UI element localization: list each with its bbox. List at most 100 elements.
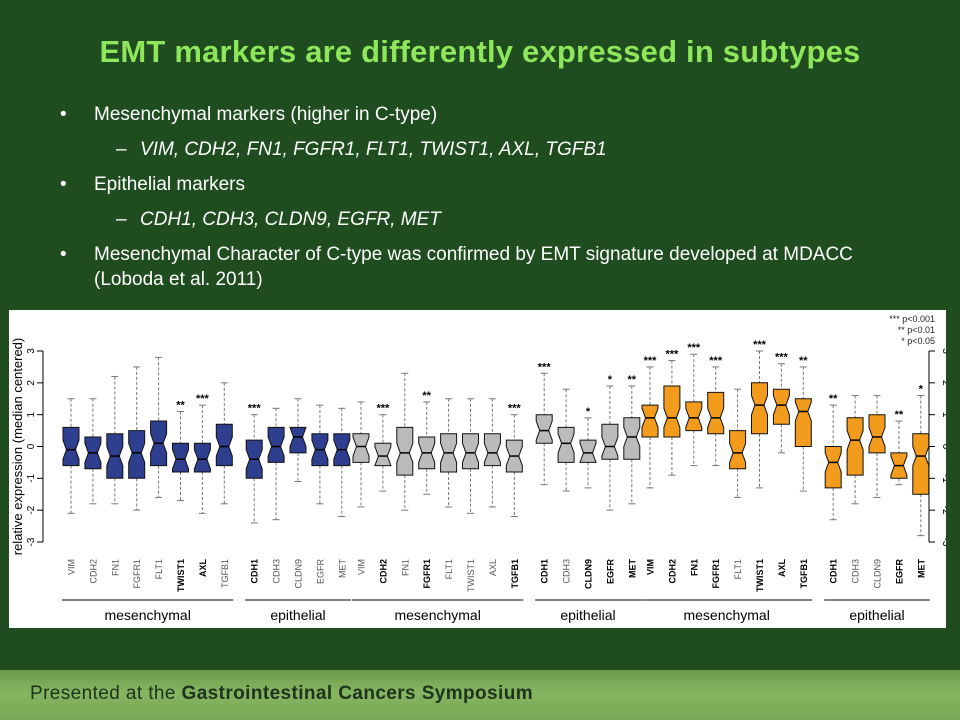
significance-marker: *** <box>196 393 210 405</box>
significance-marker: *** <box>376 403 390 415</box>
significance-marker: ** <box>829 393 838 405</box>
box-axl <box>193 442 211 473</box>
group-label-epithelial: epithelial <box>270 607 325 623</box>
group-label-epithelial: epithelial <box>560 607 615 623</box>
legend-entry: *** p<0.001 <box>889 314 935 324</box>
significance-marker: ** <box>799 355 808 367</box>
bullet-epithelial: • Epithelial markers <box>58 172 918 197</box>
box-cdh2 <box>374 442 392 467</box>
significance-marker: * <box>608 374 613 386</box>
gene-label: TWIST1 <box>466 559 476 592</box>
box-fgfr1 <box>707 391 725 435</box>
box-twist1 <box>172 442 189 473</box>
box-flt1 <box>729 430 747 470</box>
gene-label: EGFR <box>605 559 615 585</box>
footer-banner: Presented at the Gastrointestinal Cancer… <box>0 670 960 720</box>
y-tick-label-right: -1 <box>940 474 946 483</box>
significance-marker: ** <box>895 409 904 421</box>
gene-label: FGFR1 <box>711 559 721 589</box>
boxplot-svg: relative expression (median centered) -3-… <box>10 314 946 623</box>
sub-bullet-dash: – <box>116 209 127 230</box>
gene-label: MET <box>916 559 926 579</box>
box-fn1 <box>396 426 414 476</box>
box-met <box>912 433 930 495</box>
box-cdh3 <box>846 417 864 476</box>
significance-marker: *** <box>775 352 789 364</box>
significance-marker: *** <box>709 355 723 367</box>
sub-bullet-mesenchymal-genes: – VIM, CDH2, FN1, FGFR1, FLT1, TWIST1, A… <box>58 137 918 162</box>
significance-marker: *** <box>665 349 679 361</box>
y-tick-label-left: 2 <box>26 380 37 386</box>
bullet-dot: • <box>60 244 67 265</box>
y-tick-label-right: -3 <box>940 538 946 547</box>
gene-label: TGFB1 <box>220 559 230 588</box>
box-tgfb1 <box>215 423 233 467</box>
gene-label: CDH3 <box>562 559 572 584</box>
box-cdh3 <box>557 426 575 463</box>
y-tick-label-left: -2 <box>26 505 37 514</box>
gene-label: CDH1 <box>250 559 260 584</box>
gene-label: TGFB1 <box>799 559 809 589</box>
bullet-text: Mesenchymal Character of C-type was conf… <box>94 244 853 290</box>
sub-bullet-text: CDH1, CDH3, CLDN9, EGFR, MET <box>140 209 441 230</box>
gene-label: MET <box>337 559 347 579</box>
gene-label: EGFR <box>894 559 904 585</box>
gene-label: CDH1 <box>829 559 839 584</box>
gene-label: FN1 <box>110 559 120 576</box>
box-twist1 <box>462 433 479 470</box>
box-cldn9 <box>868 414 886 454</box>
gene-label: CDH3 <box>851 559 861 584</box>
y-tick-label-right: -2 <box>940 506 946 515</box>
box-vim <box>352 433 370 463</box>
gene-label: TGFB1 <box>510 559 520 589</box>
bullet-dot: • <box>60 104 67 125</box>
gene-label: FN1 <box>689 559 699 576</box>
box-vim <box>62 426 80 467</box>
footer-prefix: Presented at the <box>30 683 182 704</box>
box-fgfr1 <box>128 430 146 479</box>
bullet-dot: • <box>60 174 67 195</box>
gene-label: AXL <box>198 558 208 577</box>
group-label-mesenchymal: mesenchymal <box>683 607 769 623</box>
box-fn1 <box>685 401 703 432</box>
y-tick-label-left: -1 <box>26 473 37 482</box>
box-tgfb1 <box>794 398 812 447</box>
box-cdh1 <box>824 446 842 489</box>
y-tick-label-left: -3 <box>26 537 37 546</box>
group-label-mesenchymal: mesenchymal <box>394 607 480 623</box>
gene-label: CLDN9 <box>584 559 594 589</box>
gene-label: CDH2 <box>378 559 388 584</box>
significance-marker: ** <box>176 399 185 411</box>
significance-marker: *** <box>753 339 767 351</box>
significance-marker: ** <box>422 390 431 402</box>
significance-marker: * <box>586 406 591 418</box>
y-tick-label-right: 2 <box>940 380 946 386</box>
y-tick-label-left: 3 <box>26 348 37 354</box>
significance-marker: ** <box>628 374 637 386</box>
significance-marker: *** <box>508 403 522 415</box>
box-twist1 <box>751 382 768 435</box>
box-cldn9 <box>289 426 307 454</box>
gene-label: FN1 <box>400 559 410 576</box>
bullet-emt-signature: • Mesenchymal Character of C-type was co… <box>58 242 918 292</box>
slide-title: EMT markers are differently expressed in… <box>99 34 861 69</box>
box-axl <box>772 388 790 425</box>
box-met <box>623 417 641 460</box>
gene-label: VIM <box>357 559 367 575</box>
box-vim <box>641 404 659 438</box>
gene-label: EGFR <box>315 559 325 585</box>
gene-label: AXL <box>488 559 498 576</box>
bullet-text: Mesenchymal markers (higher in C-type) <box>94 104 438 125</box>
gene-label: FLT1 <box>154 559 164 579</box>
significance-marker: * <box>919 384 924 396</box>
y-tick-label-right: 1 <box>940 412 946 418</box>
gene-label: CDH3 <box>272 559 282 584</box>
box-cdh3 <box>267 426 285 463</box>
gene-label: CLDN9 <box>294 559 304 589</box>
bullet-list: • Mesenchymal markers (higher in C-type)… <box>58 102 918 302</box>
y-tick-label-left: 0 <box>26 443 37 449</box>
significance-marker: *** <box>644 355 658 367</box>
box-cldn9 <box>579 439 597 463</box>
box-axl <box>483 433 501 467</box>
gene-label: CDH2 <box>88 559 98 584</box>
